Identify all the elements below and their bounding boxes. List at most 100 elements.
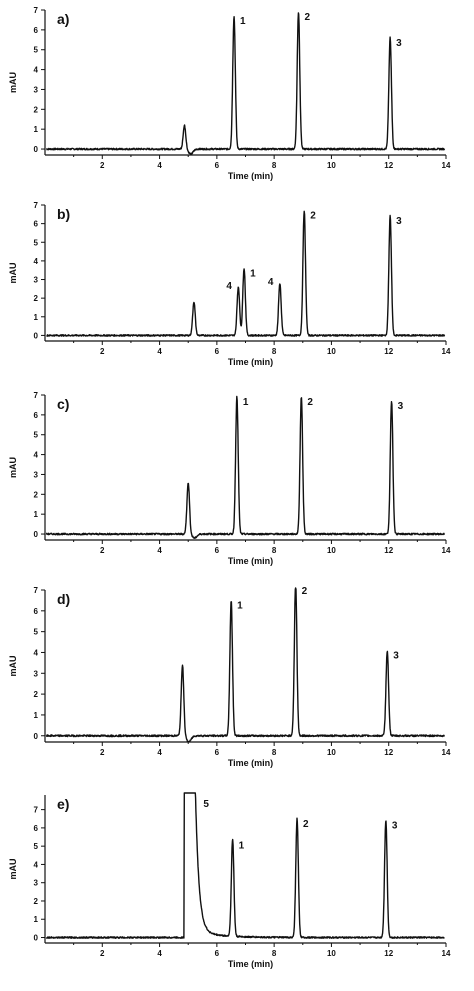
y-tick-label: 4 (34, 66, 39, 75)
x-tick-label: 12 (384, 161, 393, 170)
x-tick-label: 4 (157, 161, 162, 170)
peak-label-3: 3 (396, 216, 402, 227)
y-tick-label: 5 (34, 628, 39, 637)
y-tick-label: 1 (34, 125, 39, 134)
peak-label-1: 1 (250, 268, 256, 279)
x-tick-label: 2 (100, 748, 105, 757)
peak-label-2: 2 (307, 397, 313, 408)
x-tick-label: 8 (272, 748, 277, 757)
x-tick-label: 14 (442, 748, 451, 757)
y-tick-label: 2 (34, 897, 39, 906)
x-tick-label: 10 (327, 161, 336, 170)
peak-label-1: 1 (239, 841, 245, 852)
y-tick-label: 7 (34, 391, 39, 400)
peak-label-2: 2 (302, 586, 308, 597)
x-tick-label: 4 (157, 347, 162, 356)
y-tick-label: 6 (34, 220, 39, 229)
y-tick-label: 1 (34, 510, 39, 519)
chromatogram-trace (45, 587, 446, 743)
x-axis-label: Time (min) (228, 758, 273, 768)
panel-label: a) (57, 11, 69, 27)
peak-label-5: 5 (203, 799, 209, 810)
x-tick-label: 2 (100, 546, 105, 555)
y-tick-label: 3 (34, 879, 39, 888)
x-tick-label: 4 (157, 748, 162, 757)
y-tick-label: 0 (34, 331, 39, 340)
x-tick-label: 6 (215, 949, 220, 958)
x-tick-label: 10 (327, 748, 336, 757)
y-tick-label: 5 (34, 842, 39, 851)
x-tick-label: 12 (384, 546, 393, 555)
x-tick-label: 14 (442, 347, 451, 356)
x-tick-label: 2 (100, 949, 105, 958)
peak-label-3: 3 (392, 821, 398, 832)
peak-label-4: 4 (226, 281, 232, 292)
x-tick-label: 4 (157, 949, 162, 958)
x-axis-label: Time (min) (228, 357, 273, 367)
x-tick-label: 14 (442, 161, 451, 170)
y-tick-label: 1 (34, 711, 39, 720)
y-tick-label: 6 (34, 824, 39, 833)
x-tick-label: 12 (384, 949, 393, 958)
y-tick-label: 1 (34, 915, 39, 924)
chromatogram-trace (46, 12, 446, 156)
x-tick-label: 6 (215, 347, 220, 356)
x-axis-label: Time (min) (228, 556, 273, 566)
x-tick-label: 10 (327, 546, 336, 555)
x-tick-label: 6 (215, 546, 220, 555)
y-axis-label: mAU (8, 858, 18, 879)
y-tick-label: 7 (34, 586, 39, 595)
y-tick-label: 1 (34, 313, 39, 322)
x-tick-label: 6 (215, 161, 220, 170)
y-tick-label: 5 (34, 46, 39, 55)
y-tick-label: 0 (34, 530, 39, 539)
y-tick-label: 2 (34, 105, 39, 114)
y-tick-label: 5 (34, 431, 39, 440)
x-tick-label: 8 (272, 347, 277, 356)
y-tick-label: 3 (34, 669, 39, 678)
x-axis-label: Time (min) (228, 959, 273, 969)
x-axis-label: Time (min) (228, 171, 273, 181)
x-tick-label: 14 (442, 546, 451, 555)
y-tick-label: 6 (34, 411, 39, 420)
y-tick-label: 0 (34, 934, 39, 943)
y-tick-label: 2 (34, 690, 39, 699)
peak-label-4: 4 (268, 277, 274, 288)
chromatogram-trace (45, 395, 446, 539)
peak-label-3: 3 (398, 401, 404, 412)
x-tick-label: 12 (384, 347, 393, 356)
chromatogram-trace (45, 792, 445, 939)
y-tick-label: 7 (34, 6, 39, 15)
y-tick-label: 2 (34, 490, 39, 499)
peak-label-3: 3 (393, 650, 399, 661)
peak-label-1: 1 (237, 600, 243, 611)
x-tick-label: 12 (384, 748, 393, 757)
x-tick-label: 6 (215, 748, 220, 757)
x-tick-label: 10 (327, 347, 336, 356)
x-tick-label: 4 (157, 546, 162, 555)
peak-label-1: 1 (240, 16, 246, 27)
y-tick-label: 2 (34, 294, 39, 303)
x-tick-label: 2 (100, 347, 105, 356)
x-tick-label: 8 (272, 949, 277, 958)
y-tick-label: 3 (34, 470, 39, 479)
y-axis-label: mAU (8, 655, 18, 676)
peak-label-2: 2 (310, 211, 316, 222)
y-tick-label: 3 (34, 85, 39, 94)
peak-label-2: 2 (304, 12, 310, 23)
peak-label-2: 2 (303, 819, 309, 830)
panel-label: b) (57, 206, 70, 222)
y-tick-label: 7 (34, 806, 39, 815)
y-tick-label: 6 (34, 607, 39, 616)
y-tick-label: 0 (34, 732, 39, 741)
y-axis-label: mAU (8, 72, 18, 93)
panel-label: d) (57, 591, 70, 607)
y-tick-label: 4 (34, 648, 39, 657)
x-tick-label: 14 (442, 949, 451, 958)
